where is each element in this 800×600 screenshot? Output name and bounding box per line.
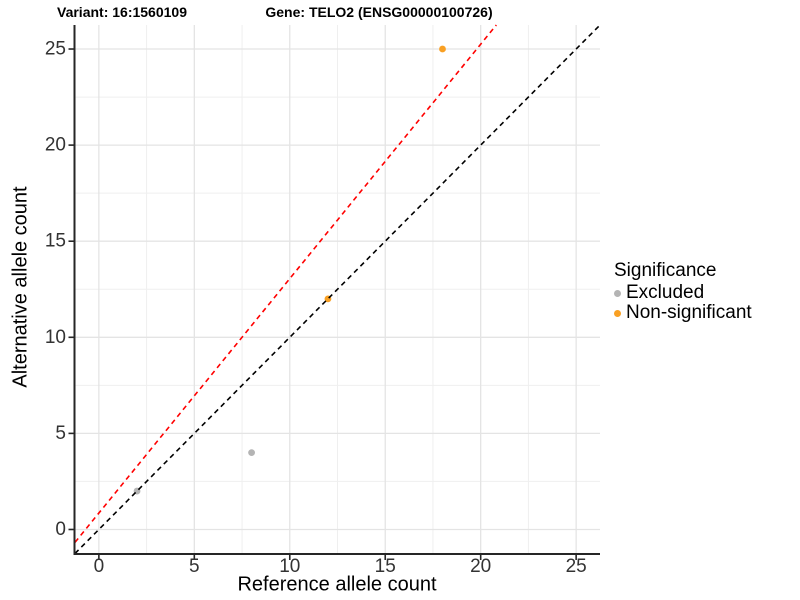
variant-title: Variant: 16:1560109 bbox=[57, 4, 187, 20]
point-excluded bbox=[248, 449, 255, 457]
y-axis-title: Alternative allele count bbox=[9, 186, 32, 388]
legend: Significance Excluded Non-significant bbox=[614, 260, 752, 323]
legend-item-non-significant: Non-significant bbox=[614, 303, 752, 323]
excluded-swatch-icon bbox=[614, 289, 621, 297]
x-tick-label: 15 bbox=[375, 556, 396, 577]
x-tick-label: 20 bbox=[470, 556, 491, 577]
axis-tick-labels: 0 5 10 15 20 25 0 5 10 15 20 25 bbox=[45, 39, 587, 577]
y-tick-label: 10 bbox=[45, 327, 66, 348]
point-non-significant bbox=[439, 45, 446, 53]
x-axis-title: Reference allele count bbox=[237, 573, 437, 596]
x-tick-label: 5 bbox=[189, 556, 200, 577]
legend-item-excluded: Excluded bbox=[614, 283, 752, 303]
fitted-ratio-line bbox=[74, 24, 497, 543]
y-tick-label: 20 bbox=[45, 135, 66, 156]
axis-lines bbox=[73, 25, 600, 555]
grid-major bbox=[75, 25, 600, 554]
y-tick-label: 5 bbox=[55, 423, 66, 444]
identity-line bbox=[74, 24, 601, 555]
gene-title: Gene: TELO2 (ENSG00000100726) bbox=[265, 4, 493, 20]
y-tick-label: 15 bbox=[45, 231, 66, 252]
x-tick-label: 0 bbox=[94, 556, 105, 577]
y-tick-label: 0 bbox=[55, 519, 66, 540]
axis-ticks bbox=[68, 48, 577, 560]
legend-title: Significance bbox=[614, 260, 717, 281]
x-tick-label: 10 bbox=[279, 556, 300, 577]
reference-lines bbox=[74, 24, 601, 555]
non-significant-swatch-icon bbox=[614, 309, 621, 317]
legend-label-excluded: Excluded bbox=[626, 282, 705, 303]
legend-label-non-significant: Non-significant bbox=[626, 302, 752, 323]
x-tick-label: 25 bbox=[566, 556, 587, 577]
y-tick-label: 25 bbox=[45, 39, 66, 60]
